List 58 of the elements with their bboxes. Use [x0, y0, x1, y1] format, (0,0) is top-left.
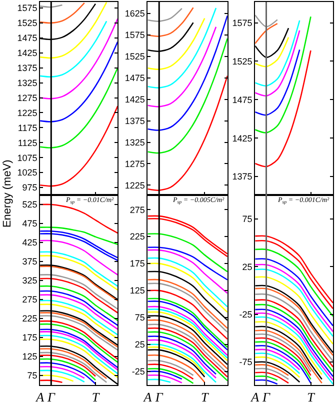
y-tick-label: 1525: [124, 52, 145, 62]
y-tick-label: 1325: [17, 78, 38, 88]
y-tick-label: 25: [242, 262, 252, 272]
y-tick-label: 1275: [124, 158, 145, 169]
y-tick-label: 1425: [124, 94, 145, 105]
y-tick-label: 1475: [17, 33, 38, 44]
y-tick-label: 475: [22, 218, 38, 229]
y-tick-label: -25: [132, 366, 145, 377]
y-tick-label: 1375: [17, 62, 38, 73]
y-tick-label: 1225: [17, 108, 38, 118]
y-tick-label: 275: [130, 204, 145, 215]
y-tick-label: 375: [22, 256, 38, 267]
y-tick-label: 125: [130, 286, 145, 296]
y-tick-label: 275: [22, 294, 38, 305]
y-tick-label: 175: [22, 332, 38, 343]
y-tick-label: 1275: [17, 92, 38, 103]
y-tick-label: 75: [27, 370, 38, 381]
y-tick-label: 1175: [18, 122, 38, 133]
y-tick-label: 425: [22, 238, 38, 248]
y-tick-label: 175: [130, 258, 145, 269]
y-tick-label: 1475: [124, 73, 145, 84]
y-tick-label: 1475: [232, 94, 252, 105]
y-tick-label: 1625: [124, 8, 145, 19]
y-tick-label: 75: [134, 312, 145, 323]
y-tick-label: 1375: [232, 172, 252, 182]
y-tick-label: 1325: [124, 137, 145, 148]
x-tick-label: T: [92, 390, 100, 405]
y-axis-title: Energy (meV): [2, 160, 14, 228]
y-tick-label: 1525: [17, 18, 38, 28]
y-tick-label: 1575: [17, 3, 38, 14]
y-tick-label: 975: [22, 182, 38, 193]
x-tick-label: A: [250, 390, 260, 405]
y-tick-label: 75: [242, 214, 252, 224]
y-tick-label: 1025: [17, 168, 38, 178]
x-tick-label: Γ: [262, 390, 271, 405]
y-tick-label: 1375: [124, 116, 145, 126]
x-tick-label: A: [35, 390, 44, 405]
x-tick-label: A: [142, 390, 152, 405]
x-tick-label: T: [201, 390, 210, 405]
y-tick-label: 1525: [232, 56, 252, 66]
y-tick-label: 25: [134, 340, 145, 350]
y-tick-label: 325: [22, 276, 38, 286]
y-tick-label: 1425: [17, 48, 38, 58]
y-tick-label: 125: [22, 352, 38, 362]
y-tick-label: 1225: [124, 180, 145, 190]
x-tick-label: T: [307, 390, 316, 405]
y-tick-label: 1575: [124, 30, 145, 40]
y-tick-label: 1425: [232, 133, 252, 144]
x-tick-label: Γ: [46, 390, 56, 405]
y-tick-label: 1125: [18, 138, 38, 148]
y-tick-label: 225: [22, 314, 38, 324]
y-tick-label: 1075: [17, 152, 38, 163]
y-tick-label: -75: [239, 357, 252, 368]
y-tick-label: 1575: [232, 18, 252, 28]
y-tick-label: 525: [22, 200, 38, 210]
y-tick-label: 225: [130, 232, 145, 242]
x-tick-label: Γ: [154, 390, 164, 405]
y-tick-label: -25: [239, 310, 252, 320]
